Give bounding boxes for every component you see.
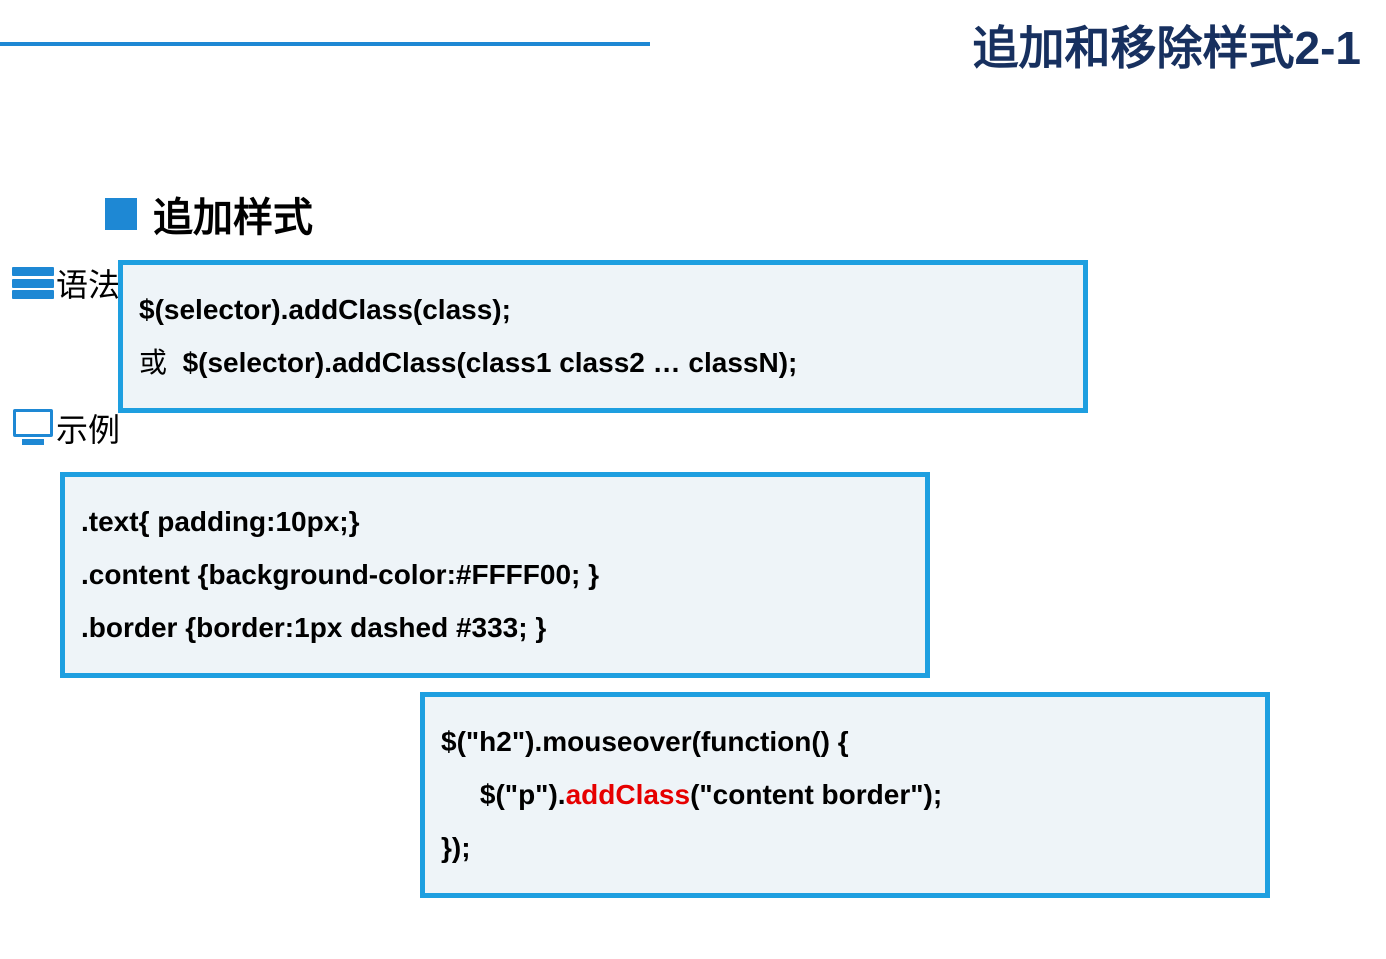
syntax-code-box: $(selector).addClass(class); 或 $(selecto… bbox=[118, 260, 1088, 413]
example-label: 示例 bbox=[56, 405, 120, 451]
syntax-label: 语法 bbox=[56, 260, 120, 306]
css-line-3: .border {border:1px dashed #333; } bbox=[81, 601, 909, 654]
monitor-icon bbox=[12, 409, 54, 447]
js-line-1: $("h2").mouseover(function() { bbox=[441, 715, 1249, 768]
bullet-icon bbox=[105, 198, 137, 230]
js-line-2: $("p").addClass("content border"); bbox=[441, 768, 1249, 821]
syntax-line-2-rest: $(selector).addClass(class1 class2 … cla… bbox=[167, 347, 797, 378]
server-icon bbox=[12, 267, 54, 299]
css-line-1: .text{ padding:10px;} bbox=[81, 495, 909, 548]
js-line-2-suffix: ("content border"); bbox=[690, 779, 942, 810]
css-code-box: .text{ padding:10px;} .content {backgrou… bbox=[60, 472, 930, 678]
header-line bbox=[0, 42, 650, 46]
js-line-3: }); bbox=[441, 821, 1249, 874]
example-label-row: 示例 bbox=[12, 405, 120, 451]
js-code-box: $("h2").mouseover(function() { $("p").ad… bbox=[420, 692, 1270, 898]
page-title: 追加和移除样式2-1 bbox=[973, 12, 1361, 78]
css-line-2: .content {background-color:#FFFF00; } bbox=[81, 548, 909, 601]
syntax-line-1: $(selector).addClass(class); bbox=[139, 283, 1067, 336]
js-line-2-prefix: $("p"). bbox=[441, 779, 566, 810]
syntax-line-2: 或 $(selector).addClass(class1 class2 … c… bbox=[139, 336, 1067, 390]
section-header: 追加样式 bbox=[105, 185, 313, 243]
syntax-label-row: 语法 bbox=[12, 260, 120, 306]
js-addclass-highlight: addClass bbox=[566, 779, 691, 810]
or-text: 或 bbox=[139, 348, 167, 379]
section-title: 追加样式 bbox=[153, 185, 313, 243]
